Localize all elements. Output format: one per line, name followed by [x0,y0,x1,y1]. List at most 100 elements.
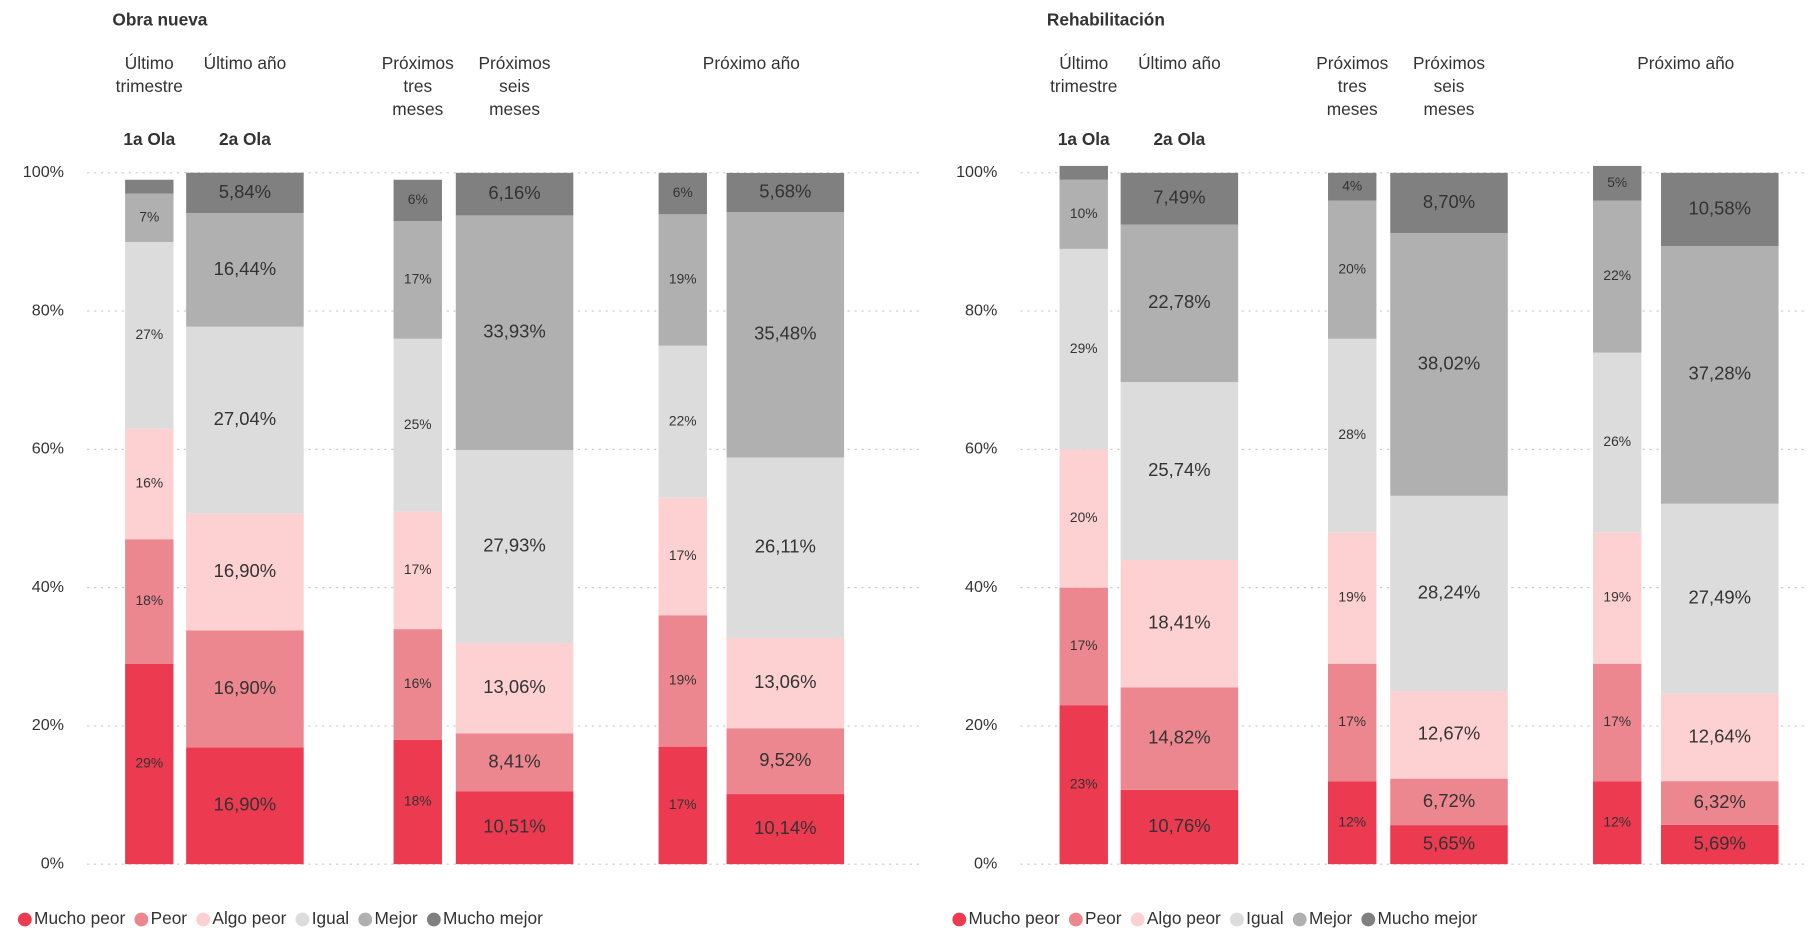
chart-title: Obra nueva [112,9,207,29]
wave-label: 2a Ola [1153,129,1205,149]
data-label: 22,78% [1148,291,1210,312]
data-label: 12% [1603,813,1631,829]
column-header: Próximo año [1637,54,1735,74]
data-label: 17% [404,561,432,577]
column-header: Próximos seis meses [1412,54,1486,120]
data-label: 5,68% [759,180,811,201]
bar-segment [125,539,174,664]
bar-segment [726,457,845,638]
y-tick-label: 80% [32,301,64,319]
column-header-text: Último trimestre [115,54,183,97]
column-header-text: Próximo año [1637,54,1735,74]
bar-segment [726,172,845,213]
y-tick-label: 100% [23,163,64,181]
data-label: 4% [1342,177,1362,193]
data-label: 23% [1070,775,1098,791]
data-label: 5,69% [1694,832,1746,853]
data-label: 33,93% [483,321,545,342]
bar-segment [658,214,707,346]
bar-segment [726,212,845,458]
bar-segment [125,663,174,865]
bar-segment [1390,778,1508,826]
data-label: 35,48% [754,323,816,344]
wave-label: 1a Ola [1058,129,1110,149]
column-header-text: Último año [203,54,287,74]
bar-segment [1661,824,1779,865]
data-label: 18% [404,793,432,809]
y-tick-label: 20% [965,716,997,734]
data-label: 19% [1338,589,1366,605]
column-header: Último trimestre [115,54,183,97]
data-label: 6,72% [1423,790,1475,811]
bar-segment [1120,172,1239,225]
column-header: Próximo año [702,54,800,74]
data-label: 8,41% [488,750,540,771]
column-header-text: Próximos seis meses [1412,54,1486,120]
legend-swatch [295,912,310,927]
data-label: 13,06% [754,671,816,692]
bar-segment [726,794,845,865]
bar-segment [125,428,174,540]
data-label: 17% [1070,637,1098,653]
data-label: 22% [669,412,697,428]
bar-segment [1661,781,1779,825]
legend-swatch [17,912,32,927]
data-label: 38,02% [1418,352,1480,373]
bar-segment [726,728,845,795]
data-label: 5,84% [219,181,271,202]
legend-swatch [952,912,967,927]
data-label: 16% [404,675,432,691]
y-tick-label: 60% [965,440,997,458]
data-label: 6,16% [488,182,540,203]
bar-segment [1328,532,1377,664]
legend-label: Mejor [1309,908,1352,928]
legend-swatch [1068,912,1083,927]
data-label: 20% [1070,509,1098,525]
data-label: 17% [669,547,697,563]
wave-label: 2a Ola [219,129,271,149]
legend-label: Mejor [375,908,418,928]
bar-segment [1059,587,1108,706]
data-label: 16,90% [214,560,276,581]
data-label: 20% [1338,260,1366,276]
legend-swatch [1361,912,1376,927]
data-label: 12,64% [1689,725,1751,746]
legend-swatch [134,912,149,927]
data-label: 6% [408,191,428,207]
bar-segment [1390,825,1508,865]
bar-segment [1120,224,1239,383]
data-label: 19% [669,271,697,287]
data-label: 9,52% [759,749,811,770]
legend-swatch [1130,912,1145,927]
bar-segment [125,193,174,242]
bar-segment [1593,532,1642,664]
data-label: 12% [1338,813,1366,829]
bar-segment [1390,172,1508,233]
bar-segment [658,345,707,498]
bar-segment [1593,200,1642,353]
bar-segment [455,791,574,865]
data-label: 7,49% [1153,187,1205,208]
bar-segment [186,326,304,514]
data-label: 27,93% [483,534,545,555]
bar-segment [1661,245,1779,504]
y-tick-label: 60% [32,440,64,458]
data-label: 29% [1070,340,1098,356]
bar-segment [1328,200,1377,339]
data-label: 10% [1070,205,1098,221]
data-label: 29% [135,755,163,771]
bar-segment [1328,172,1377,201]
column-header: Próximos tres meses [382,54,454,120]
data-label: 26,11% [755,536,816,557]
y-tick-label: 20% [32,716,64,734]
legend-label: Igual [1246,908,1283,928]
column-header: Último trimestre [1050,54,1117,97]
column-header: Último año [1138,54,1221,74]
column-header-text: Próximo año [702,54,800,74]
wave-label: 1a Ola [123,129,175,149]
data-label: 7% [139,208,159,224]
bar-segment [1661,172,1779,246]
bar-segment [455,172,574,216]
bar-segment [658,615,707,747]
bar-segment [1059,449,1108,588]
